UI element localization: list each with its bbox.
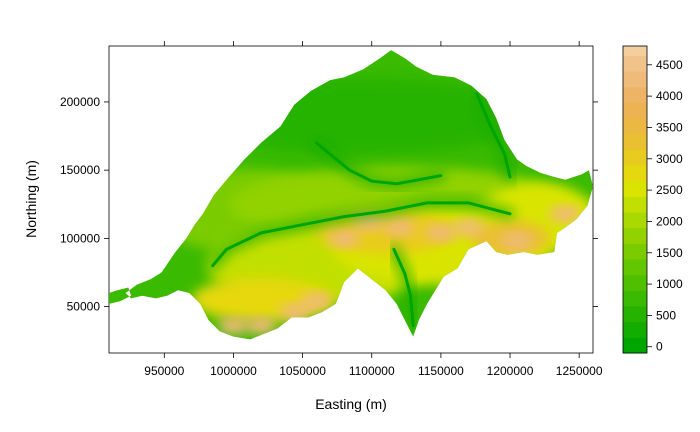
colorbar-tick-label: 3000	[656, 152, 683, 166]
peak-area	[383, 218, 416, 237]
y-axis-title: Northing (m)	[23, 160, 39, 238]
x-tick-label: 1250000	[556, 364, 603, 378]
colorbar-swatch	[623, 86, 647, 103]
colorbar-frame	[622, 45, 648, 354]
colorbar-swatch	[623, 196, 647, 213]
colorbar-swatch	[623, 243, 647, 260]
colorbar-swatch	[623, 118, 647, 135]
river-line	[392, 247, 415, 328]
x-tick-label: 1200000	[487, 364, 534, 378]
colorbar-swatch	[623, 321, 647, 338]
colorbar-swatch	[623, 306, 647, 323]
x-tick-label: 1000000	[210, 364, 257, 378]
colorbar-tick-label: 0	[656, 340, 663, 354]
x-tick-label: 950000	[144, 364, 184, 378]
colorbar-swatch	[623, 133, 647, 150]
colorbar-swatch	[623, 337, 647, 354]
y-tick-label: 50000	[67, 300, 101, 314]
colorbar-swatch	[623, 227, 647, 244]
colorbar-swatch	[623, 46, 647, 56]
peak-area	[452, 218, 485, 237]
peak-area	[500, 232, 533, 251]
peak-area	[217, 316, 250, 335]
colorbar: 0 500 1000 1500 2000 2500 3000 3500 4000 4500	[622, 45, 683, 354]
colorbar-tick-label: 4000	[656, 89, 683, 103]
x-axis-title: Easting (m)	[315, 396, 387, 412]
colorbar-tick-label: 3500	[656, 120, 683, 134]
peak-area	[328, 229, 361, 248]
colorbar-swatch	[623, 102, 647, 119]
colorbar-tick-label: 500	[656, 308, 676, 322]
colorbar-swatch	[623, 71, 647, 88]
axes: 950000 1000000 1050000 1100000 1150000 120000…	[60, 41, 603, 378]
peak-area	[424, 223, 457, 242]
colorbar-swatch	[623, 165, 647, 182]
colorbar-swatch	[623, 290, 647, 307]
river-line	[211, 201, 512, 268]
y-tick-label: 100000	[60, 231, 100, 245]
river-line	[314, 141, 443, 186]
colorbar-swatch	[623, 149, 647, 166]
river-line	[475, 92, 512, 179]
colorbar-swatch	[623, 212, 647, 229]
peak-area	[245, 316, 278, 335]
colorbar-swatch	[623, 274, 647, 291]
y-tick-label: 200000	[60, 95, 100, 109]
colorbar-tick-label: 2500	[656, 183, 683, 197]
colorbar-swatch	[623, 259, 647, 276]
colorbar-tick-label: 1500	[656, 246, 683, 260]
peak-area	[279, 303, 312, 322]
x-tick-label: 1150000	[418, 364, 464, 378]
colorbar-tick-label: 1000	[656, 277, 683, 291]
colorbar-swatch	[623, 180, 647, 197]
colorbar-tick-label: 2000	[656, 214, 683, 228]
peak-area	[300, 292, 333, 311]
peak-area	[549, 204, 582, 223]
x-tick-label: 1050000	[279, 364, 326, 378]
x-tick-label: 1100000	[349, 364, 395, 378]
colorbar-tick-label: 4500	[656, 58, 683, 72]
y-tick-label: 150000	[60, 163, 100, 177]
colorbar-swatch	[623, 55, 647, 72]
